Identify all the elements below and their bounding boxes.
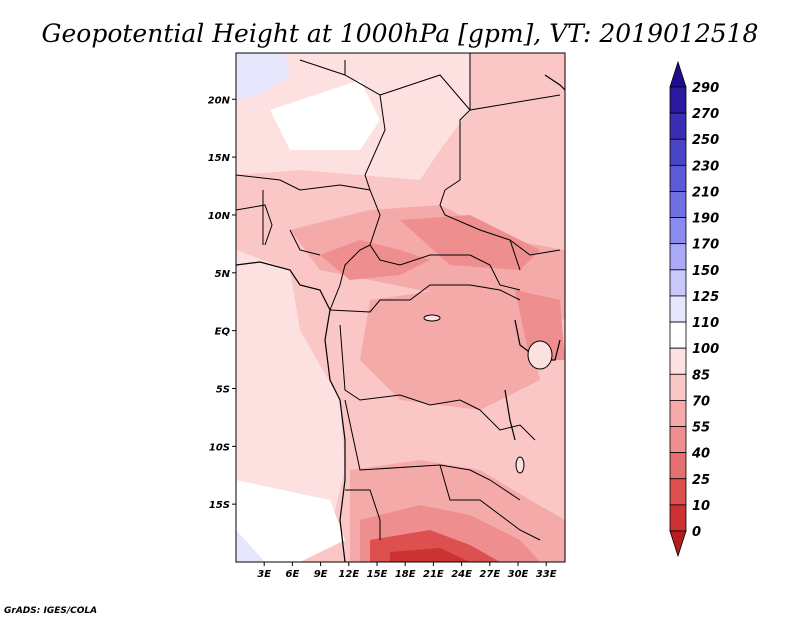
map-panel [236,53,565,562]
colorbar-swatch [669,191,687,218]
lon-tick-label: 24E [451,569,472,580]
lon-axis: 3E 6E 9E 12E 15E 18E 21E 24E 27E 30E 33E [257,562,557,580]
lon-tick-label: 12E [338,569,359,580]
colorbar-label: 100 [692,342,719,357]
colorbar-label: 190 [692,212,719,227]
lat-tick-label: 10N [208,211,231,222]
colorbar-swatch [669,373,687,401]
lon-tick-label: 21E [423,569,444,580]
colorbar-swatch [669,321,687,349]
lakes [423,314,553,474]
colorbar-label: 25 [692,473,710,488]
lon-tick-label: 9E [314,569,328,580]
blue-patch-north [236,53,290,100]
atlantic-region [236,250,345,562]
south-low-core [390,548,470,562]
colorbar-top-arrow [669,60,687,88]
colorbar-swatch [669,269,687,297]
lat-tick-label: 10S [209,442,230,453]
colorbar: 2902702502302101901701501251101008570554… [669,60,719,558]
lat-axis: 20N 15N 10N 5N EQ 5S 10S 15S [208,95,236,511]
colorbar-swatch [669,347,687,375]
colorbar-label: 230 [692,159,719,174]
credit-label: GrADS: IGES/COLA [4,606,97,616]
lon-tick-label: 6E [286,569,300,580]
colorbar-swatch [669,400,687,427]
colorbar-swatch [669,478,687,506]
colorbar-label: 85 [692,368,710,383]
lat-tick-label: 5S [216,384,230,395]
lon-tick-label: 3E [257,569,271,580]
lat-tick-label: 15S [209,500,230,511]
colorbar-label: 55 [692,421,710,436]
colorbar-label: 150 [692,264,719,279]
colorbar-swatch [669,243,687,271]
colorbar-swatch [669,86,687,114]
lon-tick-label: 30E [508,569,529,580]
colorbar-swatch [669,138,687,166]
colorbar-bottom-arrow [669,530,687,558]
colorbar-swatch [669,112,687,140]
lon-tick-label: 33E [536,569,557,580]
plot-title: Geopotential Height at 1000hPa [gpm], VT… [42,19,759,48]
colorbar-swatch [669,164,687,192]
country-borders [236,53,561,541]
lat-tick-label: 5N [215,269,231,280]
colorbar-swatch [669,504,687,532]
south-atlantic-white [236,480,345,562]
colorbar-label: 170 [692,238,719,253]
colorbar-swatch [669,426,687,454]
colorbar-label: 290 [692,81,719,96]
colorbar-swatch [669,452,687,480]
colorbar-swatch [669,217,687,245]
colorbar-label: 210 [692,185,719,200]
colorbar-label: 125 [692,290,719,305]
map-frame [235,52,566,563]
lon-tick-label: 27E [479,569,500,580]
cameroon-low [320,240,430,280]
lon-tick-label: 15E [367,569,388,580]
colorbar-label: 10 [692,499,710,514]
lat-tick-label: 20N [208,95,231,106]
blue-patch-south [236,530,265,562]
colorbar-label: 40 [691,447,710,462]
lon-tick-label: 18E [395,569,416,580]
lat-tick-label: 15N [208,153,231,164]
colorbar-label: 250 [692,133,719,148]
colorbar-label: 70 [692,394,710,409]
colorbar-swatch [669,295,687,323]
colorbar-label: 110 [692,316,719,331]
lat-tick-label: EQ [215,327,231,338]
lake-region [515,290,565,360]
congo-basin [360,290,540,410]
sahara-white [270,80,380,150]
car-low [400,215,540,270]
colorbar-label: 0 [692,525,701,540]
colorbar-label: 270 [692,107,719,122]
